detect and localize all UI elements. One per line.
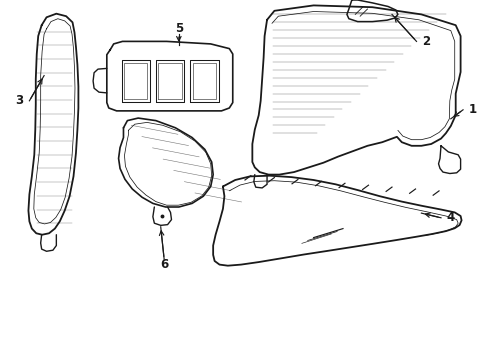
Text: 2: 2 [422,35,430,48]
Text: 3: 3 [16,94,24,107]
Text: 6: 6 [160,258,168,271]
Text: 4: 4 [447,211,455,224]
Text: 1: 1 [469,103,477,116]
Text: 5: 5 [175,22,183,35]
